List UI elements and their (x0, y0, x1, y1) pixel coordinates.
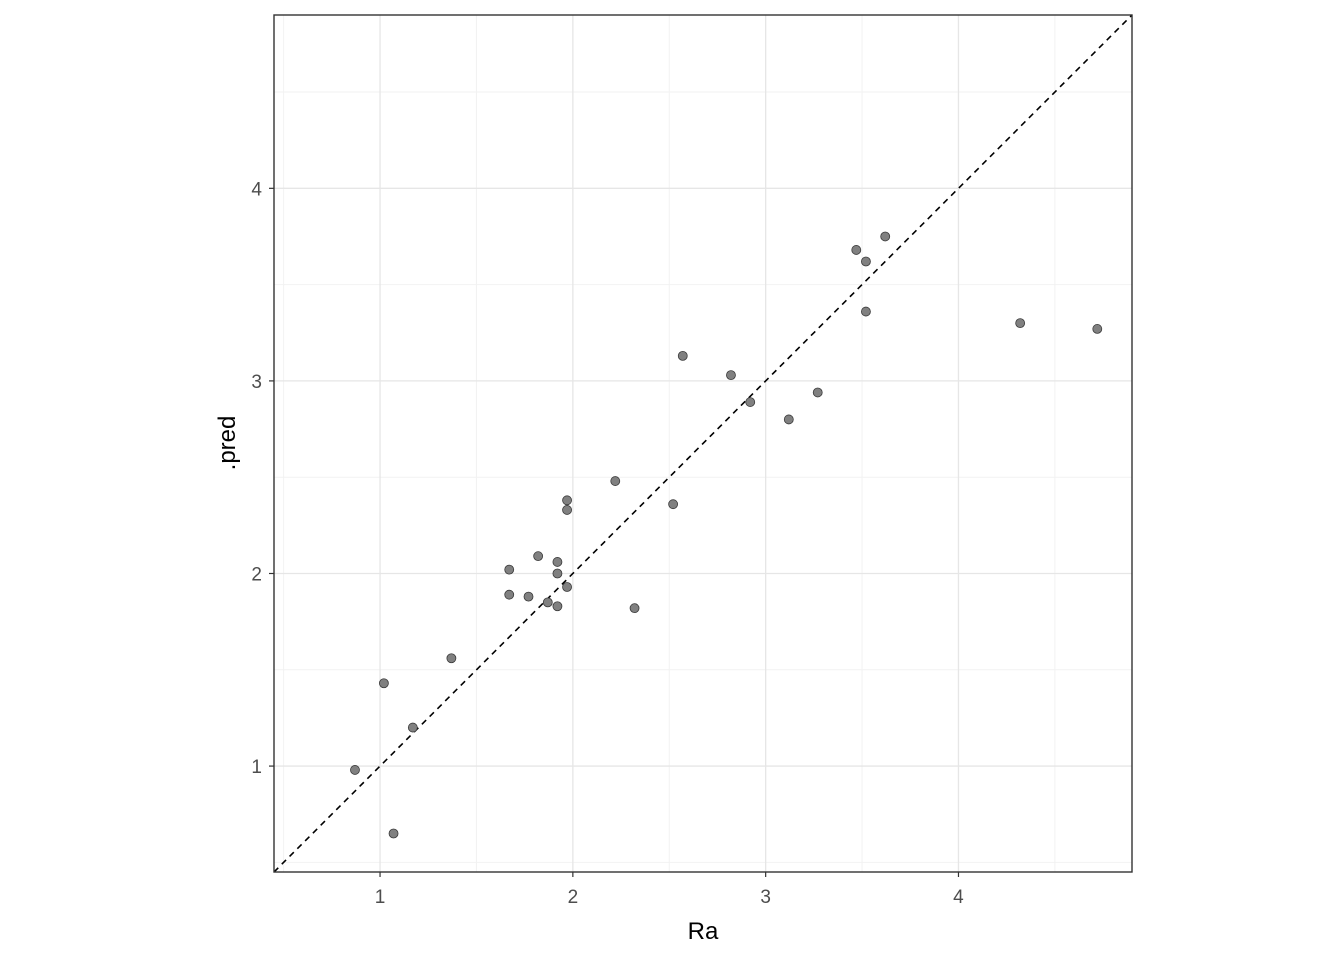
data-point (861, 256, 871, 267)
data-point (783, 414, 794, 425)
major-gridlines (274, 15, 1132, 872)
data-points (350, 231, 1103, 839)
data-point (542, 597, 553, 608)
y-tick-label: 3 (251, 372, 262, 393)
data-point (562, 582, 572, 592)
y-tick-label: 4 (251, 179, 262, 200)
data-point (379, 678, 389, 689)
data-point (880, 231, 891, 242)
data-point (407, 722, 418, 733)
y-axis-ticks: 1 2 3 4 (251, 179, 274, 778)
data-point (726, 370, 736, 381)
data-point (562, 495, 572, 506)
x-tick-label: 4 (953, 887, 964, 908)
data-point (562, 505, 572, 515)
x-axis-ticks: 1 2 3 4 (375, 872, 964, 908)
y-tick-label: 2 (251, 564, 262, 585)
data-point (504, 564, 515, 575)
data-point (523, 591, 534, 602)
data-point (446, 653, 457, 664)
data-point (504, 589, 515, 600)
x-axis-title: Ra (688, 918, 719, 945)
data-point (552, 568, 563, 579)
x-tick-label: 2 (568, 887, 579, 908)
data-point (350, 765, 360, 775)
plot-panel-border (273, 14, 1133, 873)
data-point (388, 828, 399, 839)
data-point (851, 245, 862, 255)
data-point (861, 306, 871, 317)
x-tick-label: 3 (760, 887, 771, 908)
data-point (1015, 318, 1026, 329)
minor-gridlines (274, 15, 1132, 872)
data-point (552, 601, 563, 612)
y-tick-label: 1 (251, 757, 262, 778)
data-point (629, 603, 640, 614)
data-point (745, 397, 756, 407)
data-point (552, 557, 563, 567)
data-point (610, 476, 621, 486)
data-point (812, 387, 823, 398)
data-point (668, 499, 679, 510)
y-axis-title: .pred (214, 416, 241, 471)
data-point (1092, 324, 1103, 334)
data-point (533, 551, 544, 562)
data-point (677, 350, 688, 361)
x-tick-label: 1 (375, 887, 386, 908)
